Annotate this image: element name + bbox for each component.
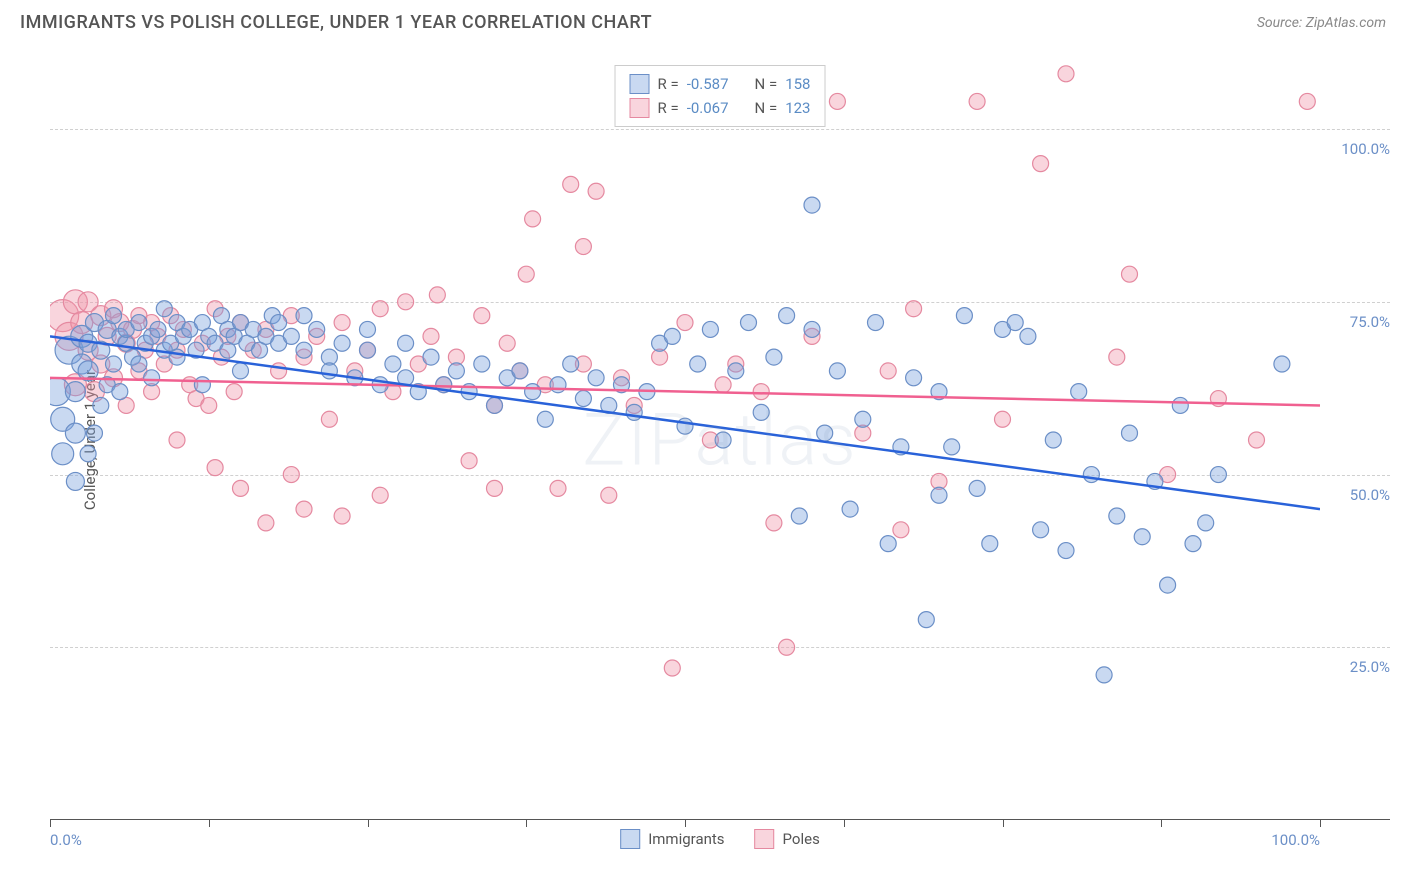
scatter-plot <box>50 60 1320 820</box>
x-tick <box>844 819 845 827</box>
legend-row-immigrants: R = -0.587 N = 158 <box>630 72 811 96</box>
x-axis-max-label: 100.0% <box>1271 831 1320 849</box>
x-tick <box>526 819 527 827</box>
n-value-immigrants: 158 <box>785 75 810 93</box>
x-tick <box>1003 819 1004 827</box>
legend-label-immigrants: Immigrants <box>648 830 724 848</box>
legend-item-poles: Poles <box>755 829 820 849</box>
series-legend: Immigrants Poles <box>620 829 820 849</box>
x-tick <box>209 819 210 827</box>
legend-swatch-poles <box>630 98 650 118</box>
chart-container: College, Under 1 year 25.0%50.0%75.0%100… <box>50 60 1390 820</box>
r-value-poles: -0.067 <box>687 99 729 117</box>
correlation-legend: R = -0.587 N = 158 R = -0.067 N = 123 <box>615 65 826 127</box>
x-tick <box>685 819 686 827</box>
n-label: N = <box>755 75 778 93</box>
r-label: R = <box>658 99 679 117</box>
y-tick-label: 100.0% <box>1330 140 1390 158</box>
legend-label-poles: Poles <box>783 830 820 848</box>
x-tick <box>50 819 51 827</box>
swatch-poles <box>755 829 775 849</box>
legend-swatch-immigrants <box>630 74 650 94</box>
y-tick-label: 75.0% <box>1330 313 1390 331</box>
swatch-immigrants <box>620 829 640 849</box>
chart-title: IMMIGRANTS VS POLISH COLLEGE, UNDER 1 YE… <box>20 12 652 33</box>
x-tick <box>1320 819 1321 827</box>
y-tick-label: 50.0% <box>1330 486 1390 504</box>
x-tick <box>1161 819 1162 827</box>
legend-item-immigrants: Immigrants <box>620 829 724 849</box>
n-value-poles: 123 <box>785 99 810 117</box>
legend-row-poles: R = -0.067 N = 123 <box>630 96 811 120</box>
n-label: N = <box>755 99 778 117</box>
r-value-immigrants: -0.587 <box>687 75 729 93</box>
x-axis-min-label: 0.0% <box>50 831 82 849</box>
source-label: Source: ZipAtlas.com <box>1257 15 1386 31</box>
r-label: R = <box>658 75 679 93</box>
y-tick-label: 25.0% <box>1330 658 1390 676</box>
x-tick <box>368 819 369 827</box>
